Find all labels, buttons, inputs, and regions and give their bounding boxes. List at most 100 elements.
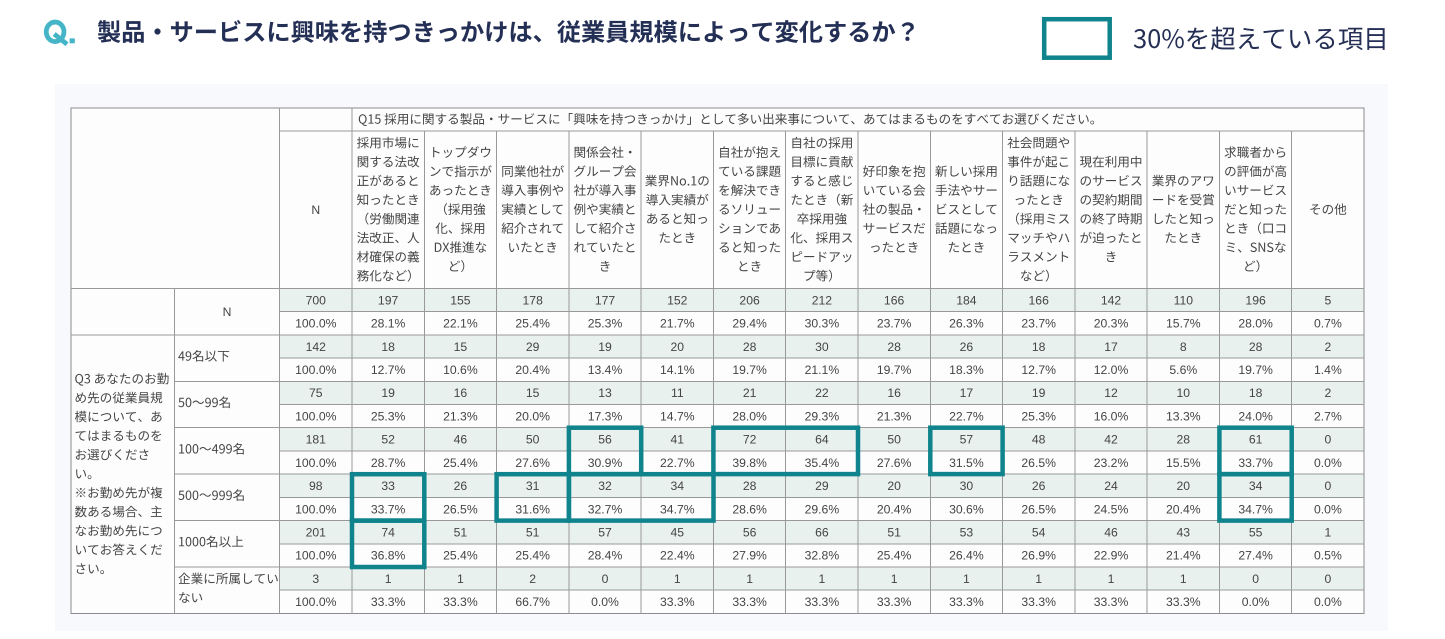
- svg-text:19.7%: 19.7%: [877, 363, 912, 377]
- svg-text:1: 1: [891, 572, 898, 586]
- svg-text:32.7%: 32.7%: [588, 502, 623, 516]
- svg-text:15.7%: 15.7%: [1166, 317, 1201, 331]
- svg-text:29: 29: [815, 479, 829, 493]
- svg-text:33.3%: 33.3%: [949, 595, 984, 609]
- svg-text:1: 1: [1325, 526, 1332, 540]
- svg-text:34.7%: 34.7%: [660, 502, 695, 516]
- svg-text:33: 33: [381, 479, 395, 493]
- svg-text:26.4%: 26.4%: [949, 549, 984, 563]
- svg-text:100.0%: 100.0%: [295, 595, 336, 609]
- svg-text:18.3%: 18.3%: [949, 363, 984, 377]
- svg-text:142: 142: [1101, 293, 1122, 307]
- svg-text:12: 12: [1104, 386, 1118, 400]
- svg-text:57: 57: [598, 526, 612, 540]
- svg-text:18: 18: [381, 340, 395, 354]
- svg-text:0.0%: 0.0%: [1314, 502, 1342, 516]
- svg-text:39.8%: 39.8%: [732, 456, 767, 470]
- svg-text:100.0%: 100.0%: [295, 363, 336, 377]
- svg-text:33.3%: 33.3%: [805, 595, 840, 609]
- svg-text:18: 18: [1249, 386, 1263, 400]
- svg-text:29.6%: 29.6%: [805, 502, 840, 516]
- svg-text:61: 61: [1249, 433, 1263, 447]
- svg-text:1: 1: [674, 572, 681, 586]
- svg-text:46: 46: [1104, 526, 1118, 540]
- svg-text:28: 28: [743, 340, 757, 354]
- svg-text:50: 50: [887, 433, 901, 447]
- svg-text:177: 177: [595, 293, 616, 307]
- svg-text:100.0%: 100.0%: [295, 409, 336, 423]
- svg-text:32: 32: [598, 479, 612, 493]
- svg-text:33.3%: 33.3%: [660, 595, 695, 609]
- svg-text:1: 1: [1035, 572, 1042, 586]
- svg-text:28.4%: 28.4%: [588, 549, 623, 563]
- svg-text:42: 42: [1104, 433, 1118, 447]
- svg-text:22.9%: 22.9%: [1094, 549, 1129, 563]
- svg-text:51: 51: [526, 526, 540, 540]
- svg-text:66: 66: [815, 526, 829, 540]
- svg-text:142: 142: [306, 340, 327, 354]
- svg-text:26.9%: 26.9%: [1021, 549, 1056, 563]
- svg-text:50: 50: [526, 433, 540, 447]
- svg-text:21.4%: 21.4%: [1166, 549, 1201, 563]
- svg-text:1: 1: [746, 572, 753, 586]
- svg-text:22.7%: 22.7%: [949, 409, 984, 423]
- svg-text:23.2%: 23.2%: [1094, 456, 1129, 470]
- svg-text:13: 13: [598, 386, 612, 400]
- svg-text:25.3%: 25.3%: [588, 317, 623, 331]
- svg-text:21.7%: 21.7%: [660, 317, 695, 331]
- svg-text:98: 98: [309, 479, 323, 493]
- svg-text:8: 8: [1180, 340, 1187, 354]
- svg-text:25.3%: 25.3%: [371, 409, 406, 423]
- svg-text:52: 52: [381, 433, 395, 447]
- svg-text:17: 17: [960, 386, 974, 400]
- svg-text:16: 16: [454, 386, 468, 400]
- svg-text:31.6%: 31.6%: [515, 502, 550, 516]
- svg-text:155: 155: [450, 293, 471, 307]
- svg-text:25.4%: 25.4%: [443, 456, 478, 470]
- svg-text:0.0%: 0.0%: [591, 595, 619, 609]
- svg-text:0: 0: [1252, 572, 1259, 586]
- svg-text:26: 26: [454, 479, 468, 493]
- svg-text:51: 51: [454, 526, 468, 540]
- svg-text:25.4%: 25.4%: [877, 549, 912, 563]
- svg-text:5: 5: [1325, 293, 1332, 307]
- svg-text:110: 110: [1174, 293, 1194, 307]
- svg-text:30: 30: [815, 340, 829, 354]
- svg-text:72: 72: [743, 433, 757, 447]
- svg-text:25.4%: 25.4%: [515, 549, 550, 563]
- svg-text:20: 20: [1177, 479, 1191, 493]
- svg-text:64: 64: [815, 433, 829, 447]
- svg-text:56: 56: [743, 526, 757, 540]
- svg-text:29: 29: [526, 340, 540, 354]
- svg-text:43: 43: [1177, 526, 1191, 540]
- svg-text:0.7%: 0.7%: [1314, 317, 1342, 331]
- svg-text:27.9%: 27.9%: [732, 549, 767, 563]
- svg-text:178: 178: [523, 293, 544, 307]
- svg-text:30: 30: [960, 479, 974, 493]
- svg-text:34: 34: [1249, 479, 1263, 493]
- svg-text:54: 54: [1032, 526, 1046, 540]
- svg-text:1: 1: [457, 572, 464, 586]
- svg-text:0.5%: 0.5%: [1314, 549, 1342, 563]
- svg-text:12.7%: 12.7%: [1021, 363, 1056, 377]
- svg-text:212: 212: [812, 293, 833, 307]
- svg-text:152: 152: [667, 293, 688, 307]
- svg-text:18: 18: [1032, 340, 1046, 354]
- svg-text:55: 55: [1249, 526, 1263, 540]
- svg-text:0: 0: [1325, 572, 1332, 586]
- svg-text:13.4%: 13.4%: [588, 363, 623, 377]
- svg-text:15.5%: 15.5%: [1166, 456, 1201, 470]
- svg-text:28: 28: [743, 479, 757, 493]
- svg-text:33.3%: 33.3%: [443, 595, 478, 609]
- svg-text:33.3%: 33.3%: [1094, 595, 1129, 609]
- svg-text:51: 51: [887, 526, 901, 540]
- svg-text:197: 197: [378, 293, 399, 307]
- svg-text:27.4%: 27.4%: [1238, 549, 1273, 563]
- svg-text:700: 700: [306, 293, 327, 307]
- svg-text:17.3%: 17.3%: [588, 409, 623, 423]
- svg-text:30.9%: 30.9%: [588, 456, 623, 470]
- svg-text:24.5%: 24.5%: [1094, 502, 1129, 516]
- svg-text:26.5%: 26.5%: [443, 502, 478, 516]
- svg-text:75: 75: [309, 386, 323, 400]
- svg-text:19: 19: [381, 386, 395, 400]
